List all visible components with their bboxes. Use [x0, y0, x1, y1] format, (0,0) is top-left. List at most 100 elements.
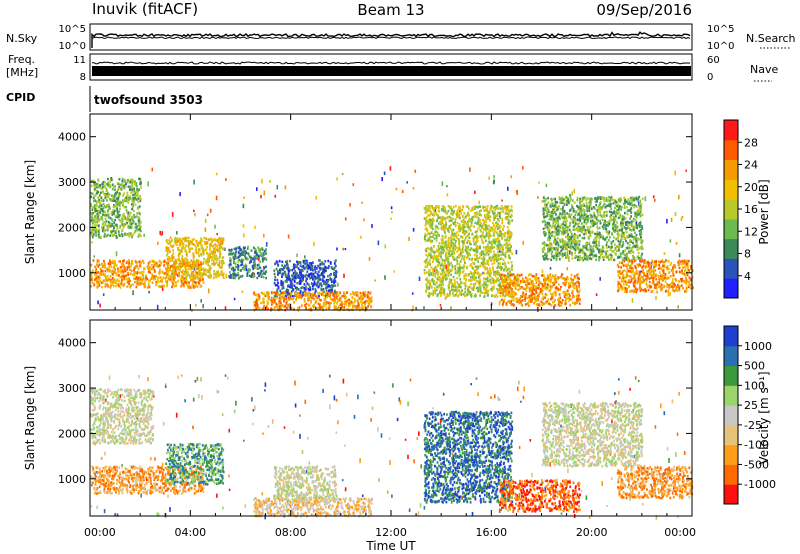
echo-cell	[174, 271, 176, 275]
echo-cell	[486, 291, 489, 295]
echo-cell	[121, 232, 123, 236]
echo-cell	[491, 228, 494, 231]
echo-cell	[449, 290, 451, 293]
echo-cell	[462, 293, 465, 296]
echo-cell	[425, 219, 427, 222]
echo-cell	[110, 178, 113, 182]
echo-cell	[138, 188, 140, 191]
echo-cell	[501, 249, 504, 253]
echo-cell	[210, 250, 213, 254]
echo-cell	[115, 236, 118, 239]
echo-cell	[111, 199, 114, 202]
echo-cell	[351, 308, 354, 311]
speckle	[265, 242, 268, 247]
echo-cell	[508, 211, 511, 215]
echo-cell	[448, 225, 451, 228]
beam-title: Beam 13	[357, 1, 424, 19]
echo-cell	[119, 207, 121, 210]
echo-cell	[195, 246, 197, 249]
echo-cell	[501, 220, 504, 223]
echo-cell	[256, 302, 258, 305]
echo-cell	[241, 258, 243, 262]
echo-cell	[288, 275, 291, 279]
echo-cell	[427, 232, 430, 235]
echo-cell	[101, 285, 103, 289]
echo-cell	[443, 259, 446, 262]
echo-cell	[253, 274, 256, 277]
echo-cell	[467, 253, 469, 257]
echo-cell	[554, 277, 556, 280]
speckle	[207, 288, 210, 294]
echo-cell	[444, 236, 447, 239]
echo-cell	[117, 195, 120, 199]
echo-cell	[100, 273, 103, 276]
echo-cell	[464, 216, 467, 219]
echo-cell	[317, 285, 320, 289]
echo-cell	[116, 206, 118, 210]
echo-cell	[106, 227, 109, 230]
echo-cell	[430, 266, 433, 269]
echo-cell	[237, 265, 240, 268]
echo-cell	[139, 194, 142, 198]
echo-cell	[487, 270, 490, 273]
echo-cell	[299, 282, 302, 285]
echo-cell	[447, 287, 450, 291]
echo-cell	[458, 230, 460, 233]
echo-cell	[122, 274, 125, 278]
echo-cell	[302, 261, 305, 264]
echo-cell	[92, 196, 95, 200]
echo-cell	[120, 220, 123, 224]
echo-cell	[432, 245, 435, 248]
echo-cell	[285, 302, 288, 305]
echo-cell	[501, 222, 503, 225]
echo-cell	[459, 225, 462, 229]
echo-cell	[321, 291, 324, 294]
echo-cell	[475, 205, 478, 209]
echo-cell	[96, 263, 98, 266]
echo-cell	[111, 224, 114, 227]
echo-cell	[254, 247, 256, 251]
echo-cell	[195, 251, 198, 255]
echo-cell	[166, 251, 169, 255]
echo-cell	[95, 270, 97, 273]
echo-cell	[248, 274, 251, 277]
echo-cell	[496, 271, 499, 275]
echo-cell	[509, 295, 511, 298]
echo-cell	[333, 276, 336, 280]
echo-cell	[284, 279, 287, 283]
echo-cell	[279, 294, 282, 297]
echo-cell	[157, 276, 160, 279]
echo-cell	[479, 224, 482, 227]
echo-cell	[162, 276, 164, 279]
echo-cell	[132, 220, 135, 223]
echo-cell	[448, 219, 451, 223]
echo-cell	[454, 265, 457, 268]
echo-cell	[498, 279, 501, 282]
echo-cell	[435, 260, 438, 263]
speckle	[284, 185, 287, 190]
echo-cell	[333, 271, 335, 275]
echo-cell	[450, 269, 453, 273]
echo-cell	[470, 224, 473, 227]
echo-cell	[285, 260, 288, 264]
echo-cell	[341, 303, 343, 306]
echo-cell	[245, 251, 248, 255]
echo-cell	[500, 253, 502, 257]
echo-cell	[300, 268, 303, 272]
echo-cell	[253, 304, 256, 307]
echo-cell	[206, 246, 208, 249]
echo-cell	[297, 295, 300, 298]
echo-cell	[95, 182, 98, 186]
echo-cell	[213, 263, 215, 267]
echo-cell	[300, 295, 303, 298]
echo-cell	[500, 205, 503, 208]
echo-cell	[458, 207, 461, 210]
echo-cell	[437, 271, 440, 274]
echo-cell	[167, 264, 170, 267]
echo-cell	[258, 296, 261, 300]
echo-cell	[355, 306, 357, 310]
echo-cell	[178, 272, 180, 275]
echo-cell	[113, 194, 116, 198]
echo-cell	[497, 264, 499, 268]
echo-cell	[273, 269, 276, 272]
